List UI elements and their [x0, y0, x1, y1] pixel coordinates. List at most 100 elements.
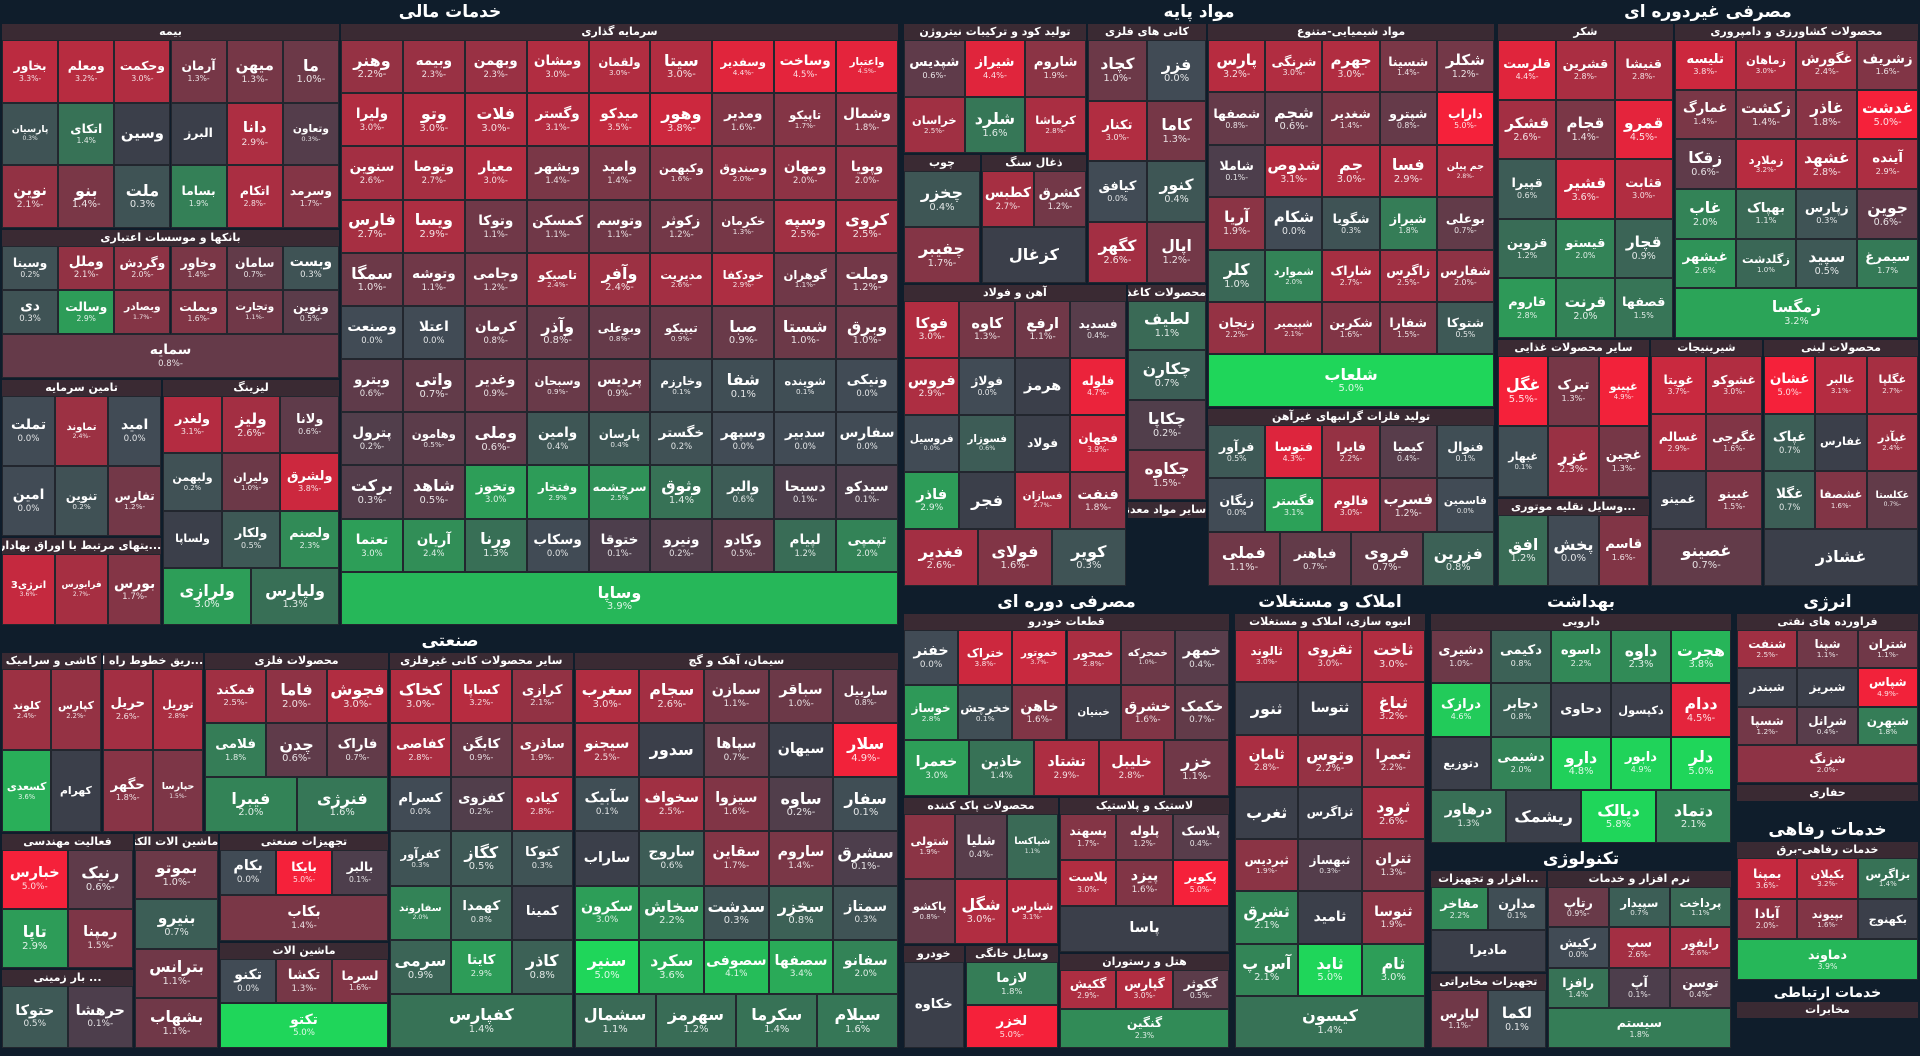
stock-tile[interactable]: شکام 0.0%: [1265, 197, 1323, 250]
stock-tile[interactable]: ثام 3.0%: [1361, 943, 1425, 996]
stock-tile[interactable]: پخش 0.0%: [1548, 514, 1599, 586]
stock-tile[interactable]: فسرب -1.2%: [1379, 478, 1437, 533]
stock-tile[interactable]: سمتاز 0.3%: [833, 885, 898, 940]
stock-tile[interactable]: غزر -2.3%: [1548, 426, 1599, 497]
stock-tile[interactable]: خبارس -5.0%: [2, 849, 68, 909]
stock-tile[interactable]: فلات -3.0%: [464, 93, 527, 147]
stock-tile[interactable]: شرانل -0.4%: [1797, 706, 1858, 745]
stock-tile[interactable]: لپیام 1.2%: [774, 518, 837, 572]
stock-tile[interactable]: فیبرا 2.0%: [205, 777, 297, 832]
stock-tile[interactable]: حگهر -1.8%: [102, 750, 153, 832]
stock-tile[interactable]: غشوکو -3.0%: [1706, 356, 1762, 414]
stock-tile[interactable]: وبشهر -1.4%: [526, 146, 589, 200]
stock-tile[interactable]: دشیمی 2.0%: [1491, 736, 1551, 790]
stock-tile[interactable]: فلوله -4.7%: [1070, 357, 1126, 415]
stock-tile[interactable]: مدارن 0.1%: [1488, 887, 1546, 930]
stock-tile[interactable]: تنوین 0.2%: [55, 466, 109, 536]
stock-tile[interactable]: فنفت -1.8%: [1070, 471, 1126, 529]
stock-tile[interactable]: داوه 2.3%: [1611, 630, 1671, 684]
stock-tile[interactable]: خشرق -1.6%: [1120, 685, 1175, 741]
stock-tile[interactable]: غدشت -5.0%: [1857, 89, 1918, 140]
stock-tile[interactable]: سرچشمه 2.5%: [588, 465, 651, 519]
stock-tile[interactable]: سلار -4.9%: [833, 723, 898, 778]
stock-tile[interactable]: سهرمز 1.2%: [655, 993, 737, 1048]
stock-tile[interactable]: زکشت -1.4%: [1735, 89, 1797, 140]
stock-tile[interactable]: کاذر 0.8%: [511, 939, 573, 994]
stock-tile[interactable]: امید 0.0%: [108, 396, 162, 467]
stock-tile[interactable]: افق 1.2%: [1498, 514, 1549, 586]
stock-tile[interactable]: فسدید -0.4%: [1070, 300, 1126, 358]
stock-tile[interactable]: قشرین -2.8%: [1556, 40, 1615, 100]
stock-tile[interactable]: بنیرو 0.7%: [135, 899, 219, 949]
stock-tile[interactable]: زکوثر -1.2%: [650, 199, 713, 253]
stock-tile[interactable]: وسپه -2.5%: [774, 199, 837, 253]
stock-tile[interactable]: وبوعلی -0.8%: [588, 305, 651, 360]
stock-tile[interactable]: سیجنو -2.5%: [574, 723, 640, 778]
stock-tile[interactable]: شصفها -0.8%: [1208, 92, 1266, 145]
stock-tile[interactable]: شتران -1.1%: [1857, 630, 1918, 669]
stock-tile[interactable]: امین 0.0%: [2, 466, 56, 536]
stock-tile[interactable]: سنیر 5.0%: [574, 939, 640, 994]
stock-tile[interactable]: واتی -0.7%: [402, 359, 465, 413]
stock-tile[interactable]: رانفور -2.6%: [1669, 927, 1731, 968]
stock-tile[interactable]: حپارسا -1.5%: [152, 750, 204, 832]
stock-tile[interactable]: ونیرو -0.2%: [650, 518, 713, 572]
stock-tile[interactable]: شزنگ -2.0%: [1737, 744, 1918, 784]
stock-tile[interactable]: رنیک -0.6%: [67, 849, 133, 909]
stock-tile[interactable]: وامید -1.4%: [588, 146, 651, 200]
stock-tile[interactable]: کتوکا 0.3%: [511, 831, 573, 886]
stock-tile[interactable]: کهمدا 0.8%: [450, 885, 512, 940]
stock-tile[interactable]: شاملا -0.1%: [1208, 144, 1266, 198]
stock-tile[interactable]: کفزوی -0.2%: [450, 777, 512, 832]
stock-tile[interactable]: ثرود -2.6%: [1361, 786, 1425, 839]
stock-tile[interactable]: ساراب: [574, 831, 640, 886]
stock-tile[interactable]: کاوه -1.3%: [959, 300, 1015, 358]
stock-tile[interactable]: دحاوی: [1551, 683, 1611, 737]
stock-tile[interactable]: بایکا -5.0%: [276, 849, 332, 896]
stock-tile[interactable]: داسوه 2.2%: [1551, 630, 1611, 684]
stock-tile[interactable]: کنور 0.4%: [1147, 161, 1207, 222]
stock-tile[interactable]: وجامی -1.2%: [464, 252, 527, 306]
stock-tile[interactable]: سخواف -2.5%: [639, 777, 705, 832]
stock-tile[interactable]: لخزر -5.0%: [965, 1004, 1058, 1048]
stock-tile[interactable]: ساذری -1.9%: [511, 723, 573, 778]
stock-tile[interactable]: سکرما 1.4%: [736, 993, 818, 1048]
stock-tile[interactable]: سمازن -1.1%: [704, 669, 769, 724]
stock-tile[interactable]: کپارس -2.2%: [51, 669, 101, 751]
stock-tile[interactable]: سپیدار 0.7%: [1608, 887, 1670, 928]
stock-tile[interactable]: وشمال -1.8%: [836, 93, 898, 147]
stock-tile[interactable]: دسبحا -0.1%: [774, 465, 837, 519]
stock-tile[interactable]: وتوصا -2.7%: [402, 146, 465, 200]
stock-tile[interactable]: ثشرق 2.1%: [1235, 891, 1299, 944]
stock-tile[interactable]: ملت 0.3%: [114, 165, 171, 228]
stock-tile[interactable]: فارس -2.7%: [341, 199, 403, 253]
stock-tile[interactable]: ورنا 1.3%: [464, 518, 527, 572]
stock-tile[interactable]: بمپنا -3.6%: [1737, 858, 1798, 899]
stock-tile[interactable]: ثنور: [1235, 682, 1299, 735]
stock-tile[interactable]: آبادا -2.0%: [1737, 898, 1798, 940]
stock-tile[interactable]: شبهرن 1.8%: [1857, 706, 1918, 745]
stock-tile[interactable]: پکویر -5.0%: [1172, 859, 1229, 906]
stock-tile[interactable]: چفیبر -1.7%: [904, 226, 980, 283]
stock-tile[interactable]: سباقر -1.0%: [768, 669, 834, 724]
stock-tile[interactable]: کفاصی -2.8%: [389, 723, 451, 778]
stock-tile[interactable]: سیستم 1.8%: [1547, 1007, 1731, 1048]
stock-tile[interactable]: سمایه -0.8%: [2, 334, 340, 379]
stock-tile[interactable]: شدوص -3.1%: [1265, 144, 1323, 198]
stock-tile[interactable]: خکرمان -1.3%: [712, 199, 775, 253]
stock-tile[interactable]: جوین -0.6%: [1857, 189, 1918, 239]
stock-tile[interactable]: پارسان 0.4%: [588, 412, 651, 466]
stock-tile[interactable]: غبشهر 2.6%: [1674, 238, 1736, 289]
stock-tile[interactable]: تلیسه -3.8%: [1674, 40, 1736, 90]
stock-tile[interactable]: خوساز 2.8%: [904, 685, 959, 741]
stock-tile[interactable]: دلر 5.0%: [1671, 736, 1731, 790]
stock-tile[interactable]: وغدیر -0.9%: [464, 359, 527, 413]
stock-tile[interactable]: شوینده 0.1%: [774, 359, 837, 413]
stock-tile[interactable]: خعمرا 3.0%: [904, 740, 969, 796]
stock-tile[interactable]: ما -1.0%: [282, 40, 339, 103]
stock-tile[interactable]: ویترو -0.6%: [341, 359, 403, 413]
stock-tile[interactable]: ساوه -0.2%: [768, 777, 834, 832]
stock-tile[interactable]: کرازی -2.1%: [511, 669, 573, 724]
stock-tile[interactable]: خمهر -0.4%: [1174, 630, 1229, 686]
stock-tile[interactable]: شبندر: [1737, 668, 1798, 707]
